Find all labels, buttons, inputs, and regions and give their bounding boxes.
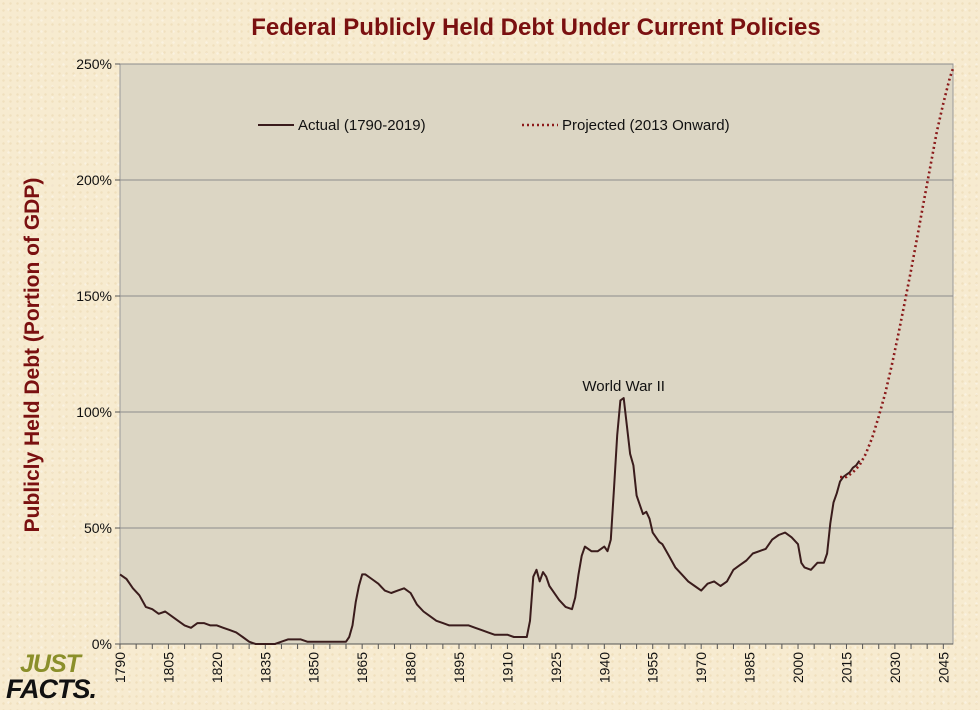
annotations: World War II <box>582 378 665 395</box>
y-tick-label: 0% <box>92 636 112 652</box>
x-tick-label: 2015 <box>838 652 854 683</box>
plot-area <box>119 63 954 645</box>
logo-line1: JUST <box>20 650 81 678</box>
x-tick-label: 2030 <box>887 652 903 683</box>
x-tick-label: 1835 <box>257 652 273 683</box>
y-tick-label: 100% <box>76 404 112 420</box>
x-tick-label: 1820 <box>209 652 225 683</box>
x-tick-label: 1940 <box>596 652 612 683</box>
legend: Actual (1790-2019) Projected (2013 Onward… <box>258 117 730 134</box>
y-tick-label: 50% <box>84 520 112 536</box>
y-tick-label: 200% <box>76 172 112 188</box>
axes: 0% 50% 100% 150% 200% 250% 1790 1805 1820 1835 185… <box>76 56 953 683</box>
actual-series-line <box>119 397 861 645</box>
x-tick-label: 1850 <box>306 652 322 683</box>
x-tick-label: 1985 <box>742 652 758 683</box>
x-tick-label: 1955 <box>645 652 661 683</box>
chart-title: Federal Publicly Held Debt Under Current… <box>251 14 821 41</box>
x-tick-label: 1970 <box>693 652 709 683</box>
x-tick-label: 1895 <box>451 652 467 683</box>
x-tick-label: 1790 <box>112 652 128 683</box>
projected-series-line <box>840 68 955 479</box>
just-facts-logo: JUST FACTS. <box>6 650 97 706</box>
legend-label: Projected (2013 Onward) <box>562 117 730 134</box>
series-lines <box>119 68 955 645</box>
gridlines <box>120 63 953 529</box>
x-tick-label: 2000 <box>790 652 806 683</box>
x-tick-label: 1865 <box>354 652 370 683</box>
x-tick-label: 1880 <box>403 652 419 683</box>
x-tick-label: 2045 <box>935 652 951 683</box>
x-tick-label: 1925 <box>548 652 564 683</box>
x-tick-label: 1910 <box>499 652 515 683</box>
y-tick-label: 150% <box>76 288 112 304</box>
x-tick-label: 1805 <box>160 652 176 683</box>
y-tick-label: 250% <box>76 56 112 72</box>
logo-line2: FACTS. <box>6 674 97 704</box>
legend-label: Actual (1790-2019) <box>298 117 426 134</box>
annotation-label: World War II <box>582 378 665 395</box>
